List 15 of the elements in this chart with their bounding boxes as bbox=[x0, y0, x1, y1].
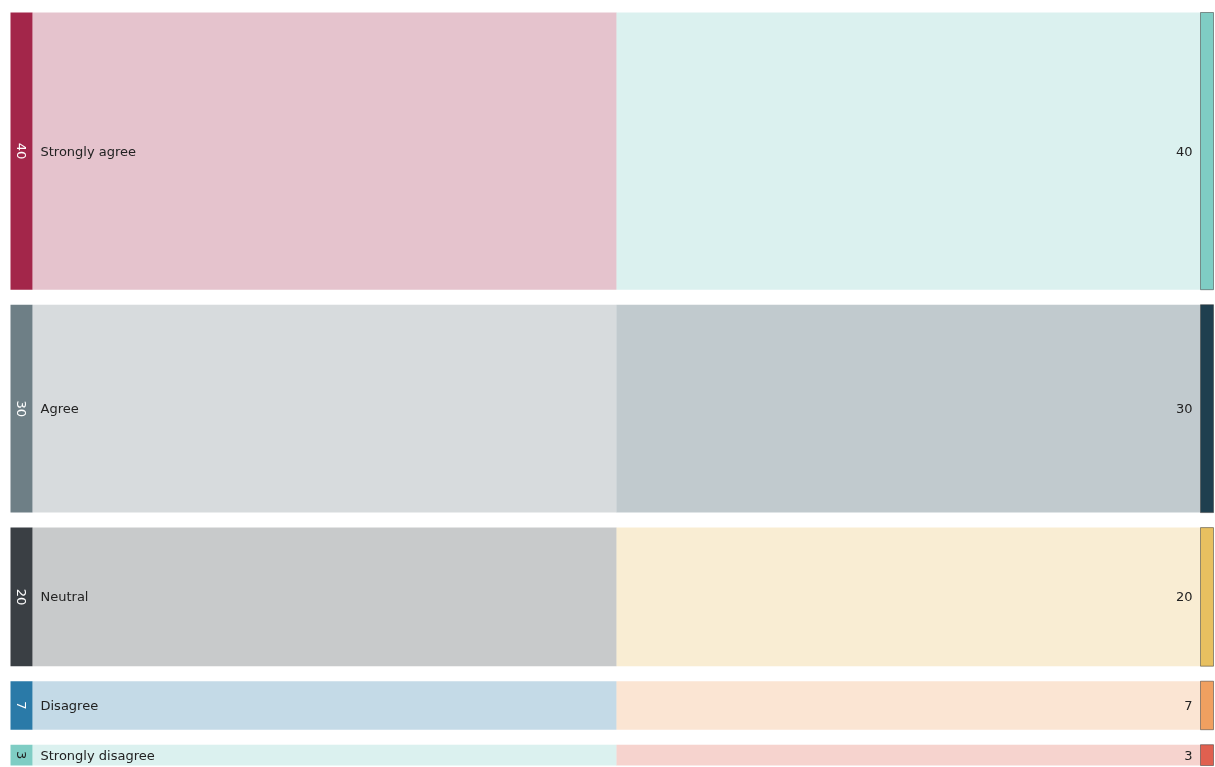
category-label: Strongly agree bbox=[40, 143, 137, 159]
data-label: 30 bbox=[1175, 401, 1193, 417]
data-label: 20 bbox=[14, 588, 29, 606]
data-label: 7 bbox=[1184, 697, 1193, 713]
data-label: 3 bbox=[14, 750, 29, 760]
category-label: Disagree bbox=[40, 697, 99, 713]
data-label: 40 bbox=[14, 142, 29, 160]
data-label: 30 bbox=[14, 400, 29, 417]
data-label: 7 bbox=[14, 701, 29, 710]
category-label: Strongly disagree bbox=[40, 747, 155, 763]
data-label: 40 bbox=[1175, 143, 1193, 159]
category-label: Agree bbox=[40, 401, 79, 417]
data-label: 3 bbox=[1184, 747, 1193, 763]
category-label: Neutral bbox=[40, 589, 89, 605]
data-label: 20 bbox=[1175, 589, 1193, 605]
